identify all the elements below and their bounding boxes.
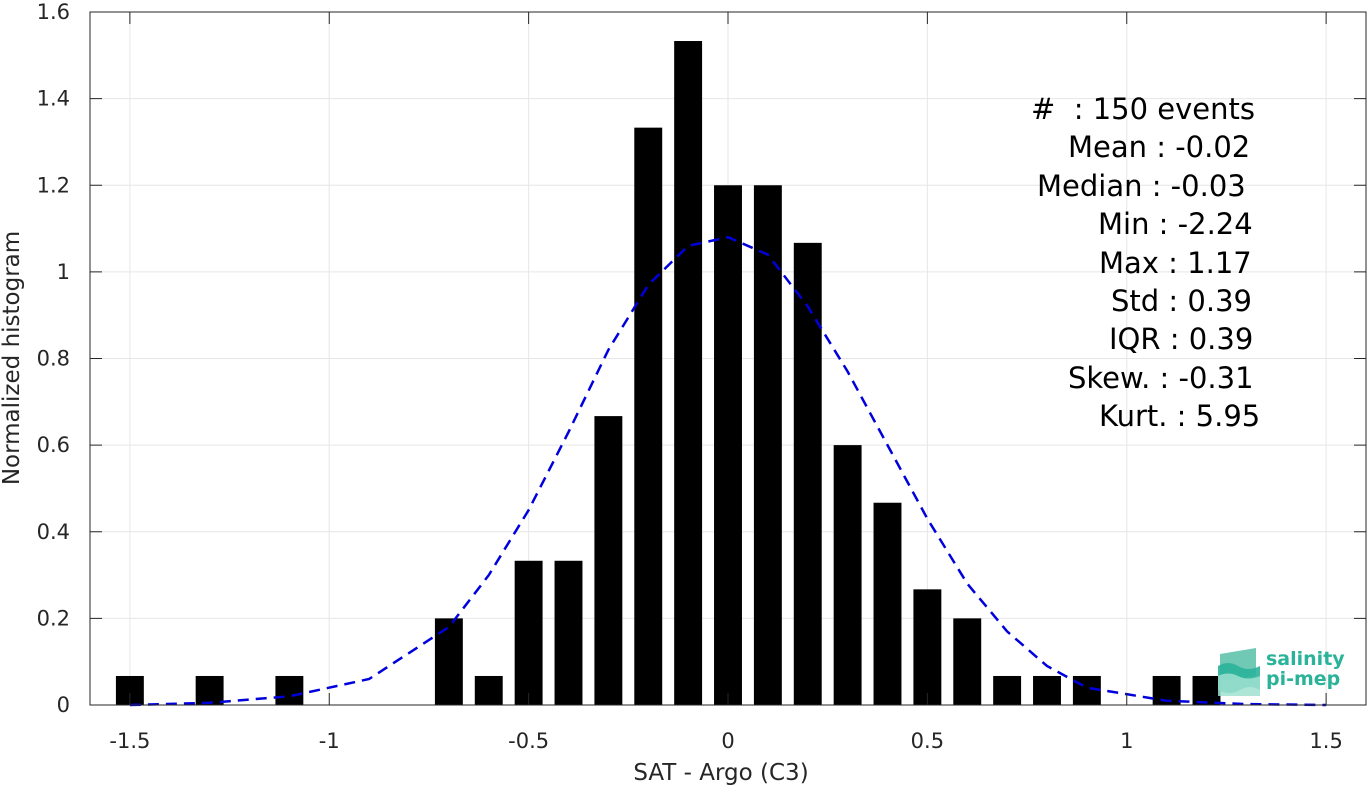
stat-skew: Skew. : -0.31 (1068, 361, 1254, 395)
x-tick-label-4: 0.5 (911, 729, 944, 753)
stat-min: Min : -2.24 (1098, 207, 1253, 241)
x-tick-label-5: 1 (1120, 729, 1133, 753)
stat-iqr: IQR : 0.39 (1109, 322, 1254, 356)
histogram-bar-9 (674, 41, 703, 706)
stat-mean: Mean : -0.02 (1068, 130, 1251, 164)
histogram-bar-18 (1033, 675, 1061, 705)
x-axis-label: SAT - Argo (C3) (633, 760, 808, 786)
x-tick-label-6: 1.5 (1309, 729, 1342, 753)
logo-text-salinity: salinity (1266, 648, 1345, 670)
stat-kurt: Kurt. : 5.95 (1099, 399, 1261, 433)
stat-max: Max : 1.17 (1099, 246, 1252, 280)
y-tick-label-4: 0.8 (37, 347, 70, 371)
normal-fit-curve (129, 235, 1327, 707)
y-axis-label: Normalized histogram (0, 231, 25, 485)
x-tick-label-3: 0 (721, 729, 734, 753)
x-tick-label-1: -1 (319, 729, 340, 753)
histogram-bar-1 (195, 675, 224, 705)
histogram-bar-2 (275, 675, 304, 705)
y-tick-label-8: 1.6 (37, 0, 70, 24)
histogram-bar-7 (594, 416, 623, 705)
stat-median: Median : -0.03 (1037, 169, 1246, 203)
histogram-bar-21 (1192, 675, 1221, 705)
y-tick-label-3: 0.6 (37, 433, 70, 457)
x-tick-label-0: -1.5 (109, 729, 150, 753)
x-tick-label-2: -0.5 (508, 729, 549, 753)
logo-text-pimep: pi-mep (1266, 668, 1341, 690)
histogram-bars (115, 41, 1221, 706)
histogram-bar-16 (953, 618, 982, 705)
fit-curve-group (129, 235, 1327, 707)
y-tick-label-2: 0.4 (37, 520, 70, 544)
wave-logo-icon (1218, 648, 1260, 696)
histogram-bar-8 (634, 127, 663, 705)
y-tick-label-0: 0 (57, 693, 70, 717)
x-axis-ticks: -1.5 -1 -0.5 0 0.5 1 1.5 (109, 12, 1343, 753)
histogram-bar-13 (833, 445, 862, 705)
histogram-bar-3 (434, 618, 463, 705)
histogram-bar-11 (753, 185, 782, 705)
y-axis-ticks: 0 0.2 0.4 0.6 0.8 1 1.2 1.4 1.6 (37, 0, 1366, 717)
stat-events: # : 150 events (1031, 92, 1255, 126)
histogram-bar-19 (1072, 675, 1101, 705)
histogram-bar-6 (554, 560, 583, 705)
y-tick-label-1: 0.2 (37, 606, 70, 630)
histogram-bar-14 (873, 502, 902, 705)
histogram-bar-15 (913, 589, 942, 705)
y-tick-label-6: 1.2 (37, 173, 70, 197)
histogram-bar-4 (474, 675, 503, 705)
salinity-pi-mep-logo: salinity pi-mep (1216, 646, 1346, 696)
histogram-bar-12 (793, 242, 822, 705)
histogram-bar-10 (714, 185, 742, 705)
histogram-bar-17 (993, 675, 1022, 705)
stat-std: Std : 0.39 (1111, 284, 1252, 318)
y-tick-label-5: 1 (57, 260, 70, 284)
histogram-bar-5 (514, 560, 543, 705)
y-tick-label-7: 1.4 (37, 87, 70, 111)
